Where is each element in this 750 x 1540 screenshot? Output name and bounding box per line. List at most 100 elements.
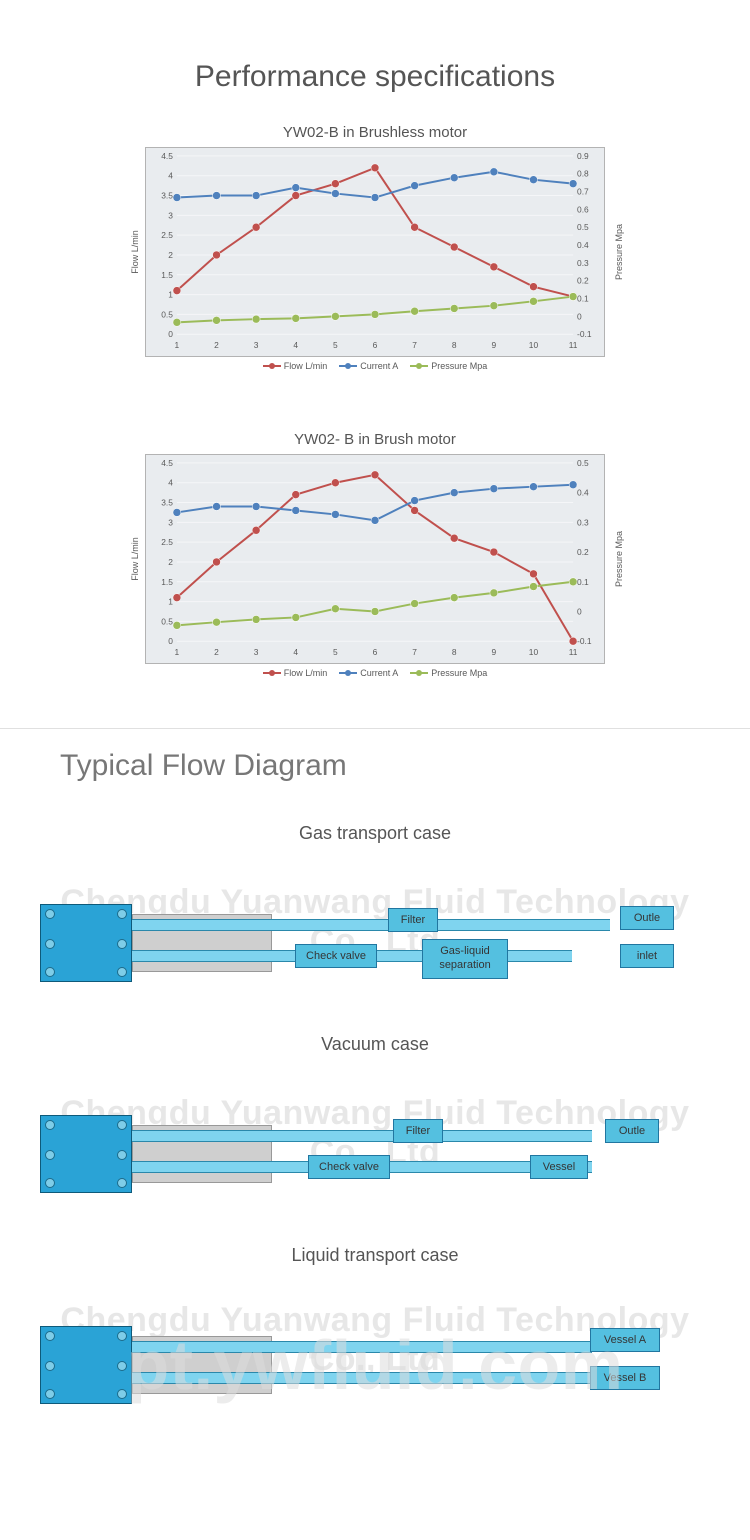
svg-text:0.5: 0.5 bbox=[577, 458, 589, 468]
svg-text:0.7: 0.7 bbox=[577, 187, 589, 197]
svg-text:2: 2 bbox=[214, 340, 219, 350]
svg-text:2: 2 bbox=[214, 647, 219, 657]
svg-text:8: 8 bbox=[452, 340, 457, 350]
svg-text:0.9: 0.9 bbox=[577, 151, 589, 161]
pump-body bbox=[40, 1115, 132, 1193]
svg-text:1: 1 bbox=[175, 647, 180, 657]
svg-text:1.5: 1.5 bbox=[161, 577, 173, 587]
svg-text:4: 4 bbox=[293, 647, 298, 657]
legend-flow: Flow L/min bbox=[284, 361, 328, 371]
svg-text:5: 5 bbox=[333, 340, 338, 350]
svg-text:0: 0 bbox=[577, 311, 582, 321]
separator-line2: separation bbox=[439, 959, 490, 971]
svg-text:5: 5 bbox=[333, 647, 338, 657]
svg-text:4.5: 4.5 bbox=[161, 458, 173, 468]
vessel-b-box: Vessel B bbox=[590, 1366, 660, 1390]
svg-text:3: 3 bbox=[254, 647, 259, 657]
svg-text:8: 8 bbox=[452, 647, 457, 657]
legend-pressure: Pressure Mpa bbox=[431, 361, 487, 371]
pipe-bottom bbox=[132, 1372, 592, 1384]
svg-text:0.1: 0.1 bbox=[577, 294, 589, 304]
svg-text:6: 6 bbox=[373, 647, 378, 657]
inlet-box: inlet bbox=[620, 944, 674, 968]
svg-text:0: 0 bbox=[168, 636, 173, 646]
outlet-box: Outle bbox=[620, 906, 674, 930]
filter-box: Filter bbox=[393, 1119, 443, 1143]
separator-line1: Gas-liquid bbox=[440, 945, 490, 957]
svg-text:0.5: 0.5 bbox=[161, 309, 173, 319]
svg-text:3: 3 bbox=[168, 517, 173, 527]
svg-text:9: 9 bbox=[492, 340, 497, 350]
svg-text:3: 3 bbox=[254, 340, 259, 350]
chart2-plot: 0 0.5 1 1.5 2 2.5 3 3.5 4 4.5 -0.1 0 0.1 0.2 0.3 0.4 0.5… bbox=[145, 454, 605, 664]
legend-pressure: Pressure Mpa bbox=[431, 668, 487, 678]
svg-text:7: 7 bbox=[412, 647, 417, 657]
svg-text:0.3: 0.3 bbox=[577, 258, 589, 268]
check-valve-box: Check valve bbox=[295, 944, 377, 968]
pump-body bbox=[40, 1326, 132, 1404]
svg-text:4: 4 bbox=[293, 340, 298, 350]
legend-current: Current A bbox=[360, 668, 398, 678]
svg-text:4.5: 4.5 bbox=[161, 151, 173, 161]
chart2-ylabel-right: Pressure Mpa bbox=[614, 531, 624, 587]
pump-body bbox=[40, 904, 132, 982]
svg-text:9: 9 bbox=[492, 647, 497, 657]
chart2-title: YW02- B in Brush motor bbox=[145, 431, 605, 448]
svg-text:2: 2 bbox=[168, 557, 173, 567]
svg-text:7: 7 bbox=[412, 340, 417, 350]
gas-liquid-box: Gas-liquid separation bbox=[422, 939, 508, 979]
svg-text:10: 10 bbox=[529, 647, 539, 657]
vessel-a-box: Vessel A bbox=[590, 1328, 660, 1352]
svg-text:0: 0 bbox=[168, 329, 173, 339]
svg-text:0.2: 0.2 bbox=[577, 276, 589, 286]
svg-text:1: 1 bbox=[168, 597, 173, 607]
pipe-top bbox=[132, 919, 610, 931]
check-valve-box: Check valve bbox=[308, 1155, 390, 1179]
svg-text:-0.1: -0.1 bbox=[577, 636, 592, 646]
svg-text:2: 2 bbox=[168, 250, 173, 260]
svg-text:10: 10 bbox=[529, 340, 539, 350]
svg-text:-0.1: -0.1 bbox=[577, 329, 592, 339]
chart1-title: YW02-B in Brushless motor bbox=[145, 124, 605, 141]
flow-gas-title: Gas transport case bbox=[40, 823, 710, 844]
svg-text:11: 11 bbox=[569, 340, 578, 350]
flow-vacuum-title: Vacuum case bbox=[40, 1034, 710, 1055]
chart1-ylabel-left: Flow L/min bbox=[130, 230, 140, 274]
page-title: Performance specifications bbox=[0, 60, 750, 94]
chart1-plot: 00.511.522.533.544.5-0.100.10.20.30.40.5… bbox=[145, 147, 605, 357]
svg-text:2.5: 2.5 bbox=[161, 537, 173, 547]
svg-text:4: 4 bbox=[168, 478, 173, 488]
svg-text:1: 1 bbox=[175, 340, 180, 350]
chart2-legend: Flow L/min Current A Pressure Mpa bbox=[145, 668, 605, 678]
pipe-top bbox=[132, 1130, 592, 1142]
svg-text:6: 6 bbox=[373, 340, 378, 350]
pipe-top bbox=[132, 1341, 592, 1353]
svg-text:0.3: 0.3 bbox=[577, 517, 589, 527]
svg-text:0.4: 0.4 bbox=[577, 240, 589, 250]
svg-text:0.4: 0.4 bbox=[577, 488, 589, 498]
svg-text:3.5: 3.5 bbox=[161, 498, 173, 508]
svg-text:0.1: 0.1 bbox=[577, 577, 589, 587]
chart-brushless: YW02-B in Brushless motor Flow L/min Pre… bbox=[145, 124, 605, 371]
chart1-legend: Flow L/min Current A Pressure Mpa bbox=[145, 361, 605, 371]
flow-liquid-title: Liquid transport case bbox=[40, 1245, 710, 1266]
flow-liquid: Chengdu Yuanwang Fluid Technology Co., L… bbox=[40, 1245, 710, 1416]
svg-text:3.5: 3.5 bbox=[161, 191, 173, 201]
svg-text:0.2: 0.2 bbox=[577, 547, 589, 557]
filter-box: Filter bbox=[388, 908, 438, 932]
flow-vacuum: Chengdu Yuanwang Fluid Technology Co., L… bbox=[40, 1034, 710, 1245]
svg-text:4: 4 bbox=[168, 171, 173, 181]
svg-text:0.6: 0.6 bbox=[577, 204, 589, 214]
vessel-box: Vessel bbox=[530, 1155, 588, 1179]
svg-text:0.5: 0.5 bbox=[577, 222, 589, 232]
chart1-ylabel-right: Pressure Mpa bbox=[614, 224, 624, 280]
chart2-ylabel-left: Flow L/min bbox=[130, 537, 140, 581]
svg-text:11: 11 bbox=[569, 647, 578, 657]
flow-gas: Chengdu Yuanwang Fluid Technology Co., L… bbox=[40, 823, 710, 1034]
svg-text:1: 1 bbox=[168, 290, 173, 300]
legend-current: Current A bbox=[360, 361, 398, 371]
svg-text:0.5: 0.5 bbox=[161, 616, 173, 626]
chart-brush: YW02- B in Brush motor Flow L/min Pressu… bbox=[145, 431, 605, 678]
svg-text:0: 0 bbox=[577, 606, 582, 616]
flow-heading: Typical Flow Diagram bbox=[60, 749, 710, 783]
